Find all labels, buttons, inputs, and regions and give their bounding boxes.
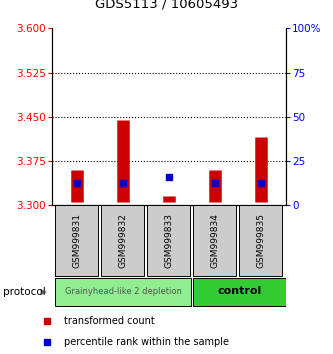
- Text: GSM999834: GSM999834: [210, 213, 219, 268]
- Text: GDS5113 / 10605493: GDS5113 / 10605493: [95, 0, 238, 11]
- Bar: [239, 205, 282, 276]
- Bar: [55, 205, 98, 276]
- Text: control: control: [217, 286, 262, 296]
- Bar: [55, 278, 191, 306]
- Bar: [193, 278, 286, 306]
- Text: GSM999831: GSM999831: [73, 213, 82, 268]
- Bar: [147, 205, 190, 276]
- Text: protocol: protocol: [3, 287, 46, 297]
- Text: GSM999835: GSM999835: [256, 213, 265, 268]
- Bar: [193, 205, 236, 276]
- Text: Grainyhead-like 2 depletion: Grainyhead-like 2 depletion: [65, 287, 181, 296]
- Text: GSM999833: GSM999833: [165, 213, 173, 268]
- Bar: [101, 205, 144, 276]
- Text: percentile rank within the sample: percentile rank within the sample: [64, 337, 229, 348]
- Text: GSM999832: GSM999832: [119, 213, 128, 268]
- Text: transformed count: transformed count: [64, 316, 155, 326]
